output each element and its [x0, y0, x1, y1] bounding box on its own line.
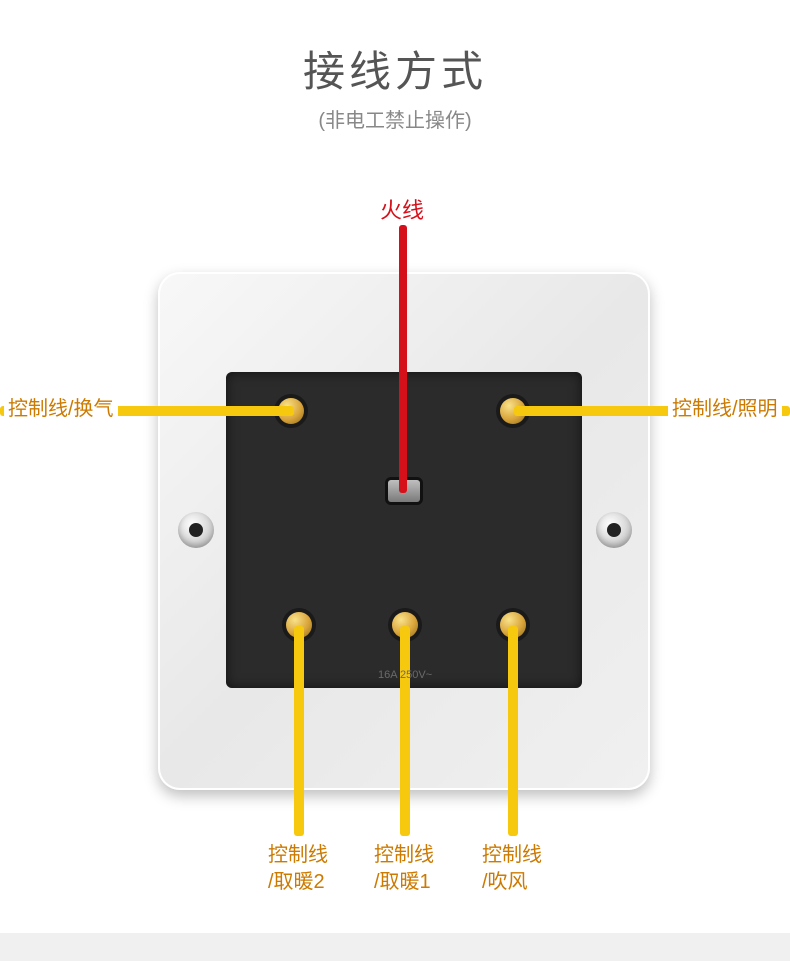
wire-live	[399, 225, 407, 493]
wire-ctrl-heat1	[400, 626, 410, 836]
label-ctrl-heat2: 控制线 /取暖2	[268, 842, 328, 896]
label-ctrl-lighting: 控制线/照明	[668, 396, 782, 423]
rating-text: 16A 250V~	[378, 668, 432, 683]
footer-bar	[0, 933, 790, 961]
label-live: 火线	[380, 196, 424, 226]
page-subtitle: (非电工禁止操作)	[0, 104, 790, 133]
label-ctrl-blow: 控制线 /吹风	[482, 842, 542, 896]
wire-ctrl-blow	[508, 626, 518, 836]
mount-hole-left	[178, 512, 214, 548]
page-title: 接线方式	[0, 38, 790, 99]
label-ctrl-ventilation: 控制线/换气	[4, 396, 118, 423]
wire-ctrl-heat2	[294, 626, 304, 836]
mount-hole-right	[596, 512, 632, 548]
label-ctrl-heat1: 控制线 /取暖1	[374, 842, 434, 896]
